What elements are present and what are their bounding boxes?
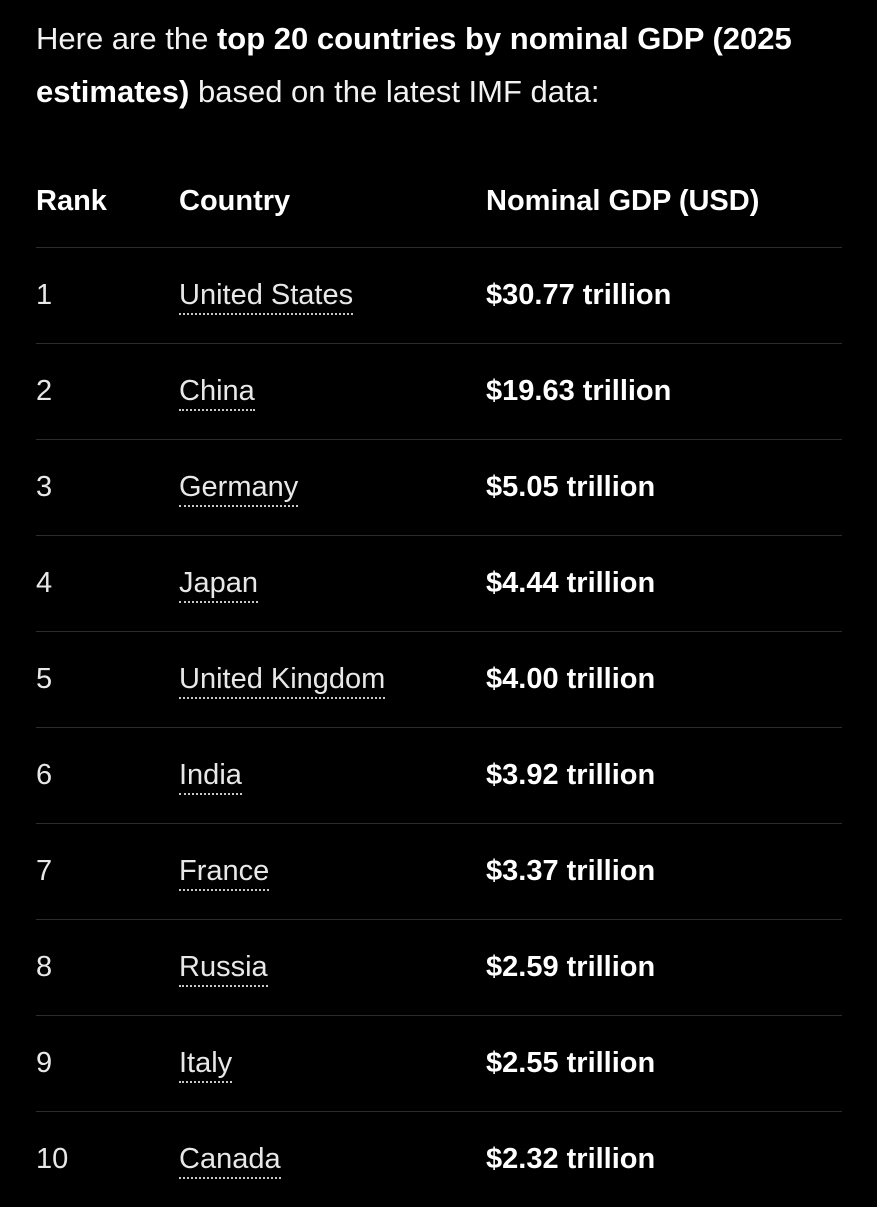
country-cell: Canada (179, 1112, 281, 1207)
table-row: 3 Germany $5.05 trillion (36, 440, 842, 536)
table-row: 6 India $3.92 trillion (36, 728, 842, 824)
rank-cell: 10 (36, 1143, 69, 1175)
country-cell: United States (179, 248, 354, 343)
gdp-cell: $19.63 trillion (486, 375, 672, 407)
rank-cell: 5 (36, 663, 53, 695)
gdp-cell: $2.55 trillion (486, 1047, 656, 1079)
rank-cell: 8 (36, 951, 53, 983)
header-country: Country (179, 185, 291, 217)
country-cell: France (179, 824, 270, 919)
country-cell: China (179, 344, 255, 439)
rank-cell: 2 (36, 375, 53, 407)
rank-cell: 9 (36, 1047, 53, 1079)
country-link[interactable]: United States (179, 279, 354, 315)
rank-cell: 3 (36, 471, 53, 503)
gdp-cell: $5.05 trillion (486, 471, 656, 503)
intro-paragraph: Here are the top 20 countries by nominal… (36, 12, 856, 118)
gdp-cell: $4.44 trillion (486, 567, 656, 599)
country-cell: India (179, 728, 242, 823)
country-link[interactable]: Germany (179, 471, 299, 507)
header-gdp: Nominal GDP (USD) (486, 185, 760, 217)
gdp-cell: $30.77 trillion (486, 279, 672, 311)
gdp-cell: $2.32 trillion (486, 1143, 656, 1175)
country-link[interactable]: Italy (179, 1047, 233, 1083)
gdp-cell: $4.00 trillion (486, 663, 656, 695)
table-row: 8 Russia $2.59 trillion (36, 920, 842, 1016)
country-link[interactable]: France (179, 855, 270, 891)
intro-prefix: Here are the (36, 21, 217, 56)
rank-cell: 6 (36, 759, 53, 791)
table-row: 4 Japan $4.44 trillion (36, 536, 842, 632)
rank-cell: 1 (36, 279, 53, 311)
table-row: 2 China $19.63 trillion (36, 344, 842, 440)
country-cell: Russia (179, 920, 268, 1015)
gdp-cell: $2.59 trillion (486, 951, 656, 983)
table-row: 7 France $3.37 trillion (36, 824, 842, 920)
country-link[interactable]: Japan (179, 567, 259, 603)
country-cell: Germany (179, 440, 299, 535)
country-cell: Japan (179, 536, 259, 631)
country-link[interactable]: India (179, 759, 242, 795)
gdp-table: Rank Country Nominal GDP (USD) 1 United … (36, 152, 842, 1207)
rank-cell: 4 (36, 567, 53, 599)
table-row: 9 Italy $2.55 trillion (36, 1016, 842, 1112)
table-row: 1 United States $30.77 trillion (36, 248, 842, 344)
intro-suffix: based on the latest IMF data: (189, 74, 600, 109)
gdp-cell: $3.37 trillion (486, 855, 656, 887)
table-row: 10 Canada $2.32 trillion (36, 1112, 842, 1207)
country-link[interactable]: China (179, 375, 255, 411)
table-row: 5 United Kingdom $4.00 trillion (36, 632, 842, 728)
rank-cell: 7 (36, 855, 53, 887)
country-link[interactable]: Canada (179, 1143, 281, 1179)
gdp-cell: $3.92 trillion (486, 759, 656, 791)
country-link[interactable]: Russia (179, 951, 268, 987)
intro-bold: top 20 countries by nominal GDP (2025 es… (36, 21, 792, 109)
table-header: Rank Country Nominal GDP (USD) (36, 152, 842, 248)
country-cell: Italy (179, 1016, 233, 1111)
country-cell: United Kingdom (179, 632, 386, 727)
header-rank: Rank (36, 185, 107, 217)
country-link[interactable]: United Kingdom (179, 663, 386, 699)
